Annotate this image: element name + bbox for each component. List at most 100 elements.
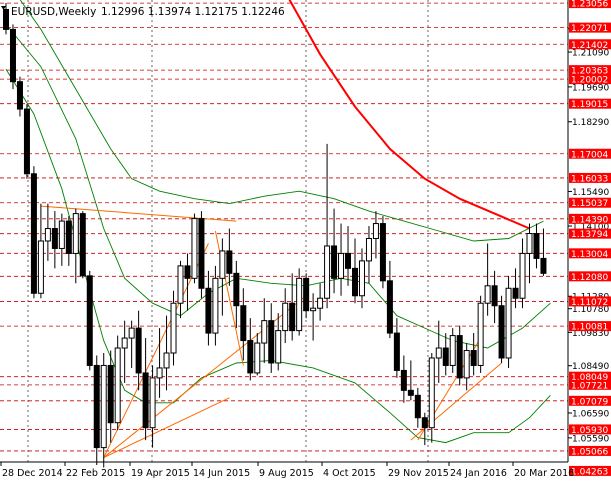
candle-39 — [275, 313, 282, 371]
candle-3 — [23, 104, 30, 179]
candle-body-bull — [282, 302, 289, 332]
candle-body-bull — [526, 233, 533, 254]
level-price-tag — [569, 148, 611, 159]
candle-body-bear — [198, 218, 205, 289]
candle-body-bear — [393, 332, 400, 371]
level-price-label: 1.22071 — [571, 24, 608, 34]
candle-0 — [3, 3, 9, 35]
candle-body-bear — [456, 335, 463, 379]
candle-48 — [338, 223, 345, 296]
time-tick-label: 28 Dec 2014 — [2, 468, 63, 479]
candle-8 — [58, 213, 65, 266]
candle-body-bear — [512, 287, 519, 299]
candle-52 — [365, 226, 372, 284]
time-tick-label: 9 Aug 2015 — [259, 468, 314, 479]
level-price-label: 1.16033 — [571, 174, 608, 184]
candle-15 — [107, 350, 114, 443]
candle-19 — [135, 310, 142, 391]
candle-62 — [435, 320, 442, 383]
candle-body-bull — [219, 250, 226, 279]
candle-body-bull — [435, 347, 442, 359]
candle-49 — [345, 226, 352, 286]
candle-body-bull — [428, 357, 435, 429]
candle-71 — [498, 295, 505, 363]
candle-7 — [51, 211, 58, 269]
candle-body-bull — [44, 228, 51, 242]
candle-58 — [407, 360, 414, 401]
candle-body-bear — [407, 389, 414, 396]
price-tick-label: 1.05590 — [572, 434, 609, 444]
candle-30 — [212, 265, 219, 346]
candle-body-bear — [3, 8, 9, 30]
candle-body-bull — [338, 252, 345, 279]
candle-75 — [526, 223, 533, 284]
level-price-tag — [569, 445, 611, 456]
candle-65 — [456, 325, 463, 386]
candle-11 — [79, 211, 86, 279]
band-lower-line — [5, 68, 551, 444]
candle-68 — [477, 295, 484, 373]
candle-12 — [86, 270, 93, 371]
price-scale: 1.220301.210901.196901.182901.154901.141… — [568, 0, 611, 477]
candle-body-bull — [463, 350, 470, 379]
candle-body-bear — [93, 364, 100, 449]
candle-body-bull — [324, 245, 331, 299]
chart-shift-icon — [1, 6, 6, 10]
candles-layer — [3, 3, 547, 468]
time-tick-label: 24 Jan 2016 — [450, 468, 507, 479]
candle-22 — [156, 328, 163, 398]
candle-24 — [170, 290, 177, 366]
candle-body-bear — [30, 173, 37, 294]
candle-body-bear — [240, 305, 247, 342]
candle-50 — [352, 238, 358, 304]
candle-body-bear — [400, 369, 407, 391]
candle-body-bear — [289, 302, 296, 332]
price-tick-label: 1.21090 — [572, 49, 609, 59]
candle-body-bull — [156, 367, 163, 379]
candle-35 — [247, 318, 254, 381]
candle-33 — [233, 260, 240, 329]
candle-20 — [142, 338, 149, 441]
candle-45 — [317, 283, 324, 321]
price-tick-label: 1.08490 — [572, 362, 609, 372]
level-price-label: 1.04263 — [571, 467, 608, 477]
candle-42 — [296, 268, 303, 336]
level-price-tag — [569, 321, 611, 332]
chart-header: EURUSD,Weekly 1.12996 1.13974 1.12175 1.… — [11, 6, 285, 18]
level-price-tag — [569, 465, 611, 476]
candle-body-bear — [205, 287, 212, 334]
candle-body-bull — [310, 307, 317, 312]
candle-body-bull — [212, 277, 219, 334]
level-price-label: 1.10081 — [571, 323, 608, 333]
candle-body-bull — [358, 260, 365, 297]
level-price-label: 1.15037 — [571, 199, 608, 209]
level-price-tag — [569, 424, 611, 435]
trendline-1 — [103, 243, 209, 458]
candle-body-bear — [345, 252, 352, 269]
level-price-label: 1.11072 — [571, 298, 608, 308]
candle-body-bull — [191, 218, 198, 279]
candle-body-bear — [442, 347, 449, 366]
candle-body-bull — [170, 302, 177, 354]
candle-73 — [512, 268, 519, 309]
candle-44 — [310, 293, 317, 341]
candle-body-bear — [65, 220, 72, 254]
candle-53 — [372, 211, 379, 259]
level-price-tag — [569, 213, 611, 224]
level-price-label: 1.13794 — [571, 230, 608, 240]
price-tick-label: 1.06590 — [572, 409, 609, 419]
price-tick-label: 1.14100 — [572, 223, 609, 233]
candle-body-bull — [505, 287, 512, 359]
price-tick-label: 1.09830 — [572, 329, 609, 339]
price-tick-label: 1.19690 — [572, 83, 609, 93]
candle-41 — [289, 273, 296, 341]
level-price-tag — [569, 271, 611, 282]
candle-body-bear — [107, 364, 114, 424]
candle-6 — [44, 203, 51, 261]
candle-16 — [114, 335, 121, 431]
candle-29 — [205, 270, 212, 346]
candle-body-bull — [484, 285, 491, 304]
candle-70 — [491, 270, 498, 324]
